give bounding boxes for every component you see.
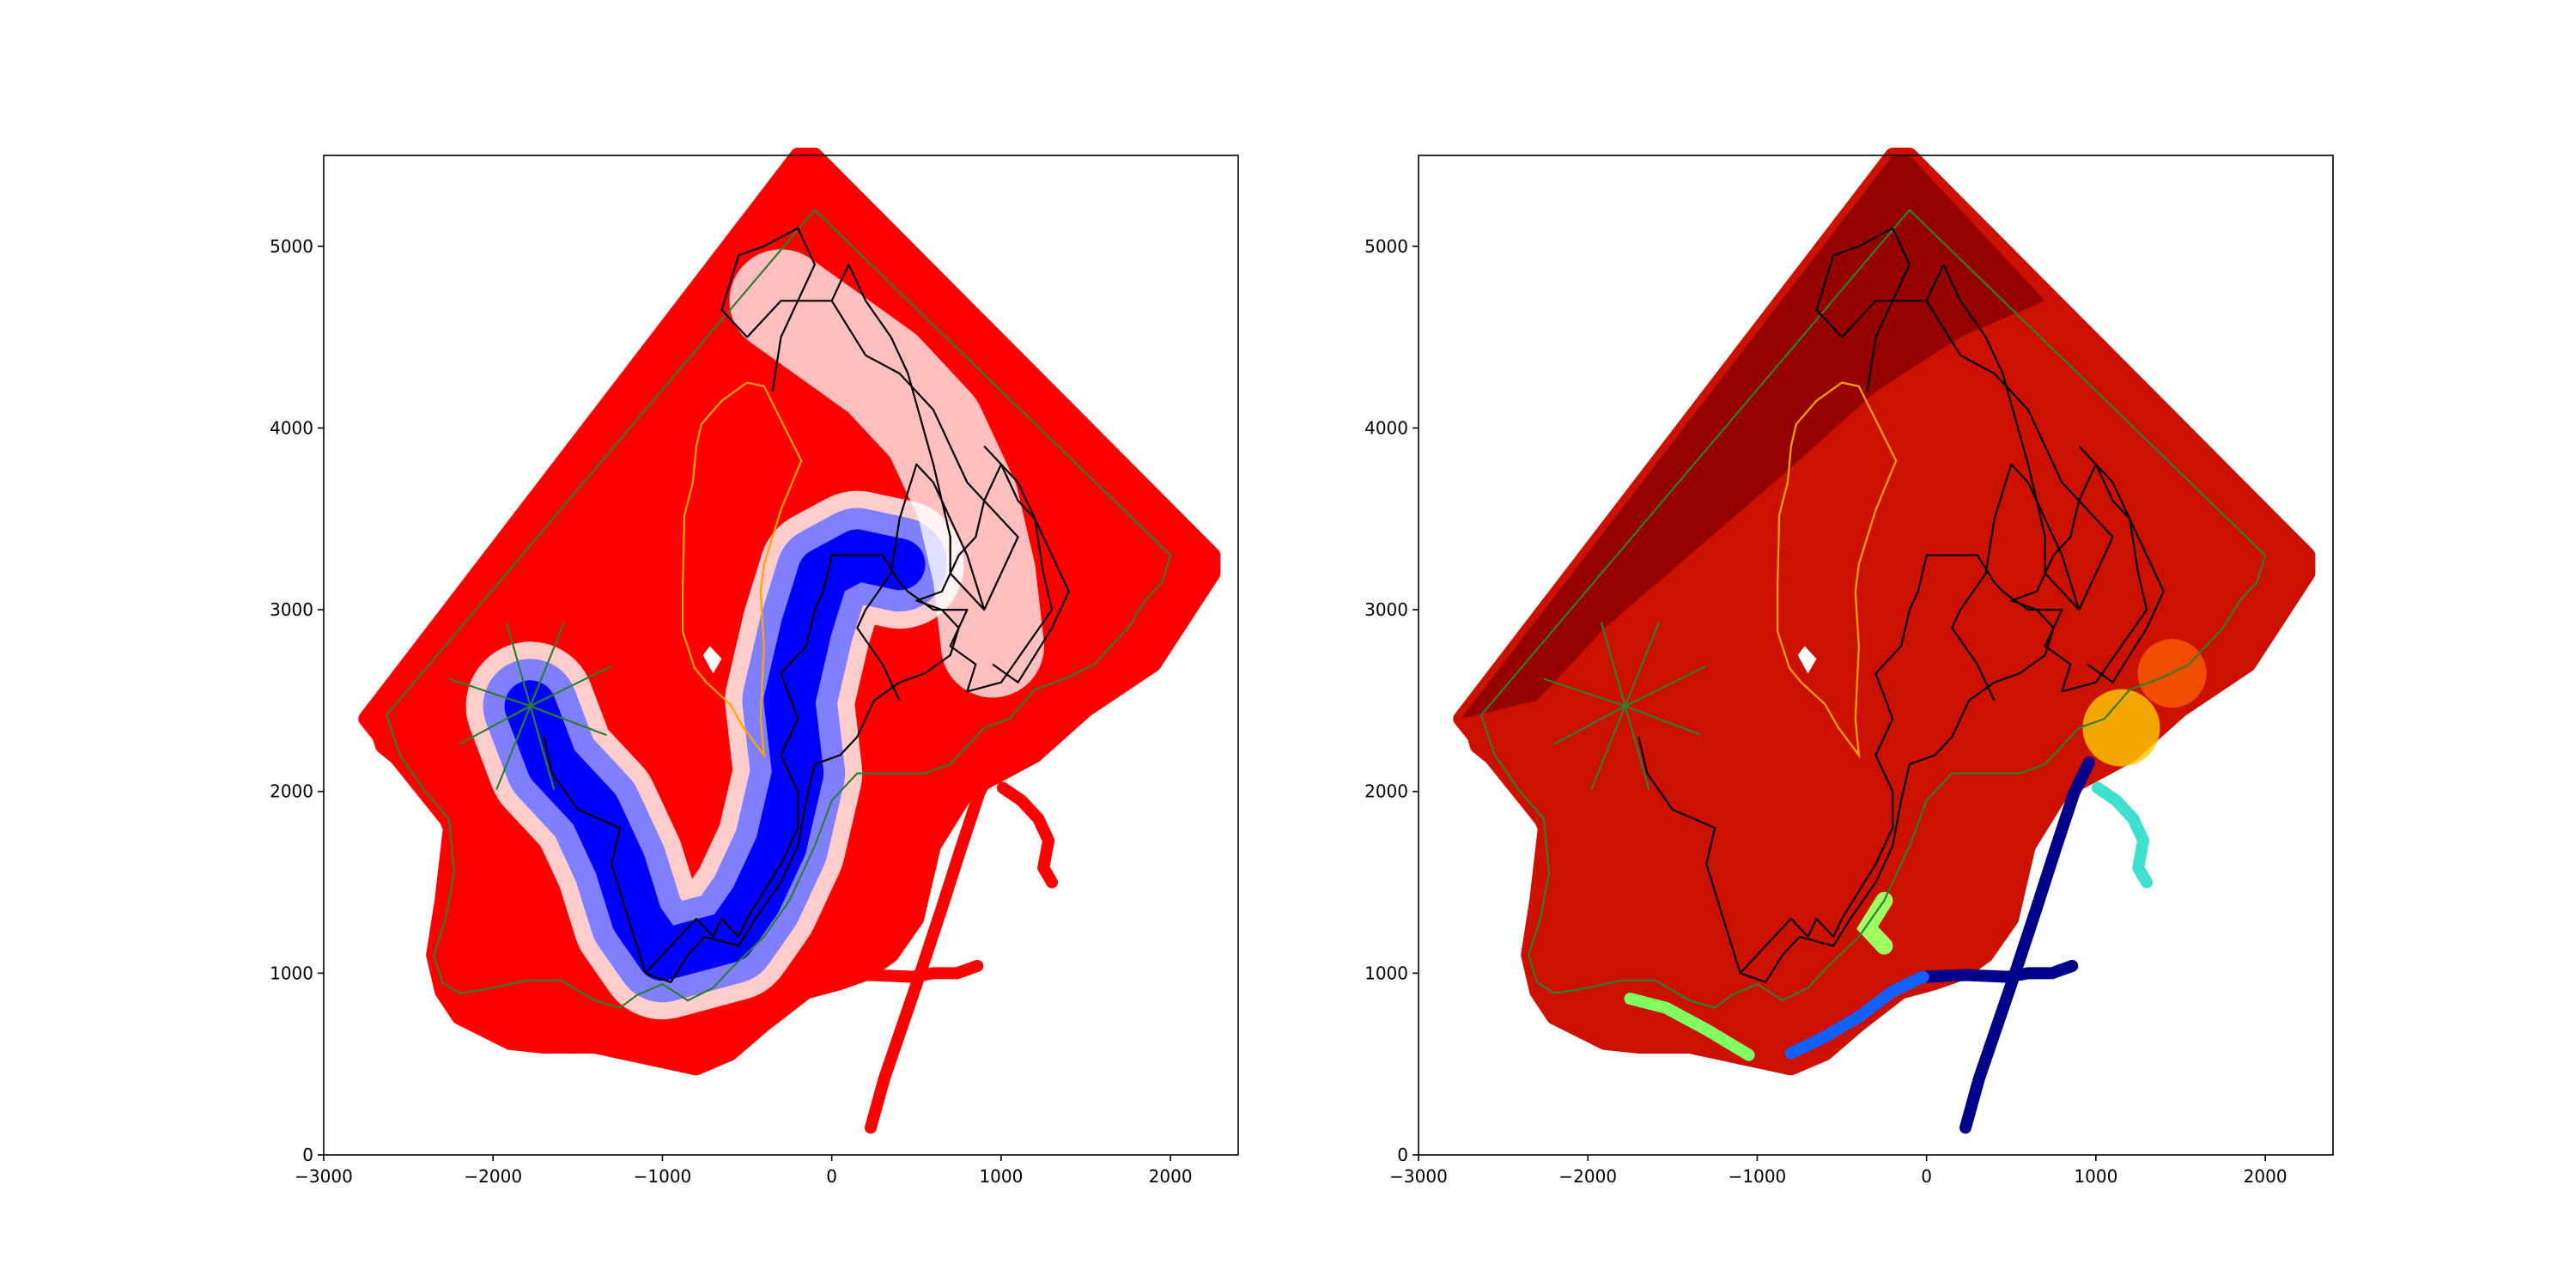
pipe-diagonal bbox=[865, 756, 1000, 1134]
zone-outline bbox=[681, 381, 803, 759]
x-tick-label: −2000 bbox=[1558, 1166, 1617, 1187]
y-tick-label: 5000 bbox=[1364, 236, 1408, 257]
well-ray bbox=[529, 705, 556, 790]
channel-north bbox=[720, 227, 1019, 702]
well-ray bbox=[1625, 665, 1707, 708]
well-ray bbox=[1625, 705, 1702, 737]
x-tick-label: 0 bbox=[1921, 1166, 1932, 1187]
x-tick-label: 2000 bbox=[1149, 1166, 1193, 1187]
well-ray bbox=[530, 665, 612, 708]
pipe-diagonal bbox=[1959, 756, 2095, 1134]
well-ray bbox=[495, 705, 532, 791]
channel-northeast bbox=[830, 263, 986, 611]
channel-main bbox=[644, 463, 1054, 984]
x-tick-label: −3000 bbox=[295, 1166, 353, 1187]
well-star bbox=[1543, 622, 1707, 791]
channel-east bbox=[2078, 445, 2165, 683]
channel-east bbox=[983, 445, 1070, 683]
well-ray bbox=[505, 622, 532, 707]
y-tick-label: 2000 bbox=[1364, 781, 1408, 802]
channel-northeast bbox=[1925, 263, 2081, 611]
well-ray bbox=[1624, 622, 1661, 707]
right-panel: −3000 −2000 −1000 0 1000 2000 0 1000 2000 3000 400… bbox=[1364, 148, 2334, 1187]
x-tick-label: 1000 bbox=[979, 1166, 1023, 1187]
well-ray bbox=[459, 705, 532, 745]
y-tick-label: 3000 bbox=[270, 599, 313, 620]
pipe-east bbox=[2091, 781, 2154, 889]
well-ray bbox=[1590, 705, 1626, 791]
field-high-region bbox=[1461, 155, 2045, 720]
x-tick-label: −1000 bbox=[1728, 1166, 1787, 1187]
field-low-core bbox=[504, 529, 926, 981]
y-tick-label: 2000 bbox=[270, 781, 313, 802]
mesh-hole bbox=[1797, 646, 1817, 674]
axes-frame bbox=[1418, 155, 2334, 1156]
x-tick-label: 2000 bbox=[2244, 1166, 2287, 1187]
y-tick-label: 0 bbox=[1397, 1145, 1408, 1165]
field-mid-band bbox=[729, 249, 1044, 698]
x-tick-label: −2000 bbox=[464, 1166, 522, 1187]
pipe-horizontal bbox=[822, 959, 984, 983]
pipe-south bbox=[1784, 970, 1929, 1060]
pipe-south bbox=[690, 970, 835, 1060]
pipe-southwest bbox=[1624, 993, 1755, 1061]
well-ray bbox=[1553, 705, 1626, 745]
channel-main bbox=[1739, 463, 2148, 984]
left-panel: −3000 −2000 −1000 0 1000 2000 0 1000 2000 3000 400… bbox=[270, 148, 1239, 1187]
plot-area bbox=[1453, 148, 2316, 1134]
channel-west bbox=[1637, 736, 1741, 974]
well-star bbox=[448, 622, 612, 791]
pipe-southwest bbox=[529, 993, 660, 1061]
mesh-hole bbox=[702, 646, 722, 674]
well-ray bbox=[1624, 705, 1650, 790]
pipe-horizontal bbox=[1917, 959, 2079, 983]
well-ray bbox=[529, 622, 566, 707]
x-tick-label: 1000 bbox=[2074, 1166, 2117, 1187]
channel-west bbox=[543, 736, 647, 974]
y-tick-label: 1000 bbox=[270, 963, 313, 983]
plot-area bbox=[358, 148, 1221, 1134]
well-ray bbox=[1600, 622, 1626, 707]
y-tick-label: 5000 bbox=[270, 236, 313, 257]
boundary-line bbox=[1479, 208, 2267, 1009]
pipe-east bbox=[996, 781, 1059, 889]
channel-north bbox=[1815, 227, 2114, 702]
well-ray bbox=[530, 705, 607, 737]
x-tick-label: −1000 bbox=[634, 1166, 692, 1187]
field-transition bbox=[2082, 689, 2160, 767]
y-tick-label: 1000 bbox=[1364, 963, 1408, 983]
well-ray bbox=[448, 677, 531, 708]
x-tick-label: 0 bbox=[826, 1166, 837, 1187]
y-tick-label: 4000 bbox=[1364, 417, 1408, 438]
y-tick-label: 4000 bbox=[270, 417, 313, 438]
y-tick-label: 3000 bbox=[1364, 599, 1408, 620]
zone-outline bbox=[1777, 381, 1898, 759]
well-ray bbox=[1543, 677, 1625, 708]
x-tick-label: −3000 bbox=[1389, 1166, 1448, 1187]
boundary-line bbox=[385, 208, 1172, 1009]
axes-frame bbox=[323, 155, 1239, 1156]
y-tick-label: 0 bbox=[302, 1145, 313, 1165]
